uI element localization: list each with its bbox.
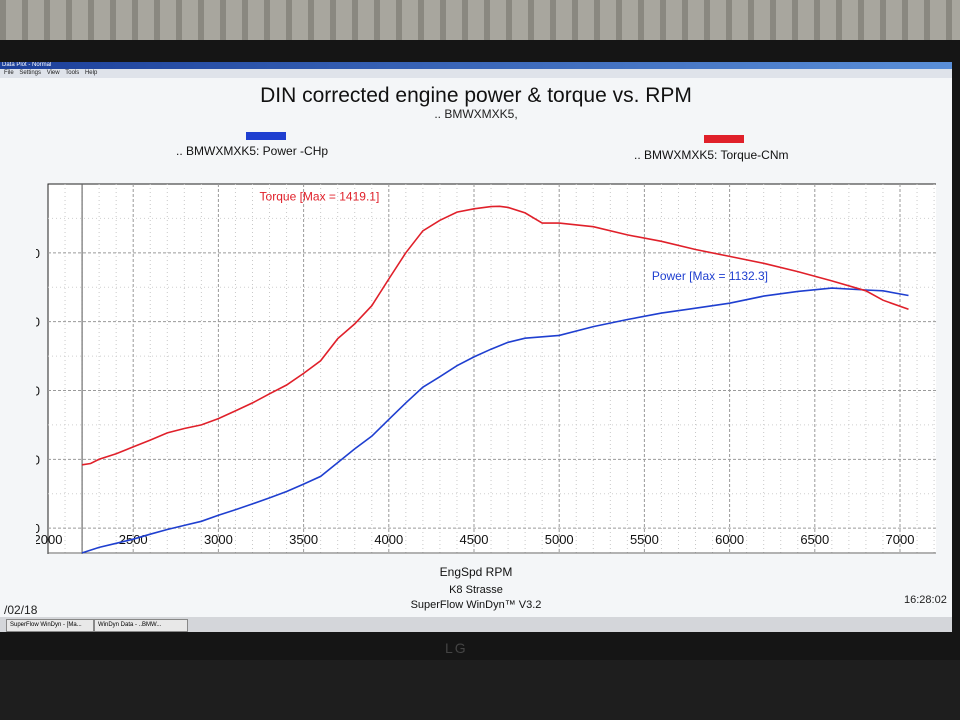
y-tick-label: 1250: [36, 246, 40, 261]
series-line-power: [81, 287, 909, 554]
chart-plot: 2000 2500 3000 3500 4000 4500 5000 5500 6000 6500…: [36, 183, 936, 554]
footer-location: K8 Strasse: [449, 584, 503, 596]
footer-date: /02/18: [4, 603, 38, 617]
x-tick-label: 4000: [374, 532, 403, 547]
chart-title: DIN corrected engine power & torque vs. …: [260, 84, 692, 107]
menu-bar: File Settings View Tools Help: [0, 69, 952, 78]
menu-settings[interactable]: Settings: [19, 70, 42, 76]
legend-label-power: .. BMWXMXK5: Power -CHp: [176, 144, 329, 158]
chart-subtitle: .. BMWXMXK5,: [434, 107, 518, 121]
y-tick-label: 500: [36, 452, 40, 467]
x-tick-label: 3000: [204, 532, 233, 547]
x-tick-label: 4500: [460, 532, 489, 547]
y-tick-label: 1000: [36, 315, 40, 330]
taskbar-item-data[interactable]: WinDyn Data - ..BMW...: [94, 619, 188, 632]
x-tick-label: 3500: [289, 532, 318, 547]
x-tick-label: 5000: [545, 532, 574, 547]
x-tick-label: 6500: [800, 532, 829, 547]
series-line-torque: [81, 205, 909, 466]
plot-area: [47, 183, 936, 554]
menu-help[interactable]: Help: [84, 70, 98, 76]
footer-time: 16:28:02: [904, 594, 947, 606]
x-tick-label: 5500: [630, 532, 659, 547]
footer-software: SuperFlow WinDyn™ V3.2: [410, 599, 542, 611]
screen: Data Plot - Normal File Settings View To…: [0, 62, 952, 632]
taskbar-item-windyn[interactable]: SuperFlow WinDyn - [Ma...: [6, 619, 94, 632]
y-tick-label: 250: [36, 521, 40, 536]
menu-view[interactable]: View: [46, 70, 60, 76]
legend-label-torque: .. BMWXMXK5: Torque-CNm: [634, 148, 789, 162]
legend-swatch-power: [246, 132, 286, 140]
monitor-logo: LG: [445, 640, 468, 656]
taskbar: SuperFlow WinDyn - [Ma... WinDyn Data - …: [0, 617, 952, 632]
annotation-power-max: Power [Max = 1132.3]: [652, 269, 768, 283]
desk-background: [0, 660, 960, 720]
annotation-torque-max: Torque [Max = 1419.1]: [260, 189, 380, 203]
y-tick-label: 750: [36, 384, 40, 399]
legend-swatch-torque: [704, 135, 744, 143]
x-tick-label: 7000: [886, 532, 915, 547]
x-axis-label: EngSpd RPM: [439, 565, 513, 579]
x-tick-label: 6000: [715, 532, 744, 547]
x-tick-label: 2000: [36, 532, 62, 547]
window-titlebar: Data Plot - Normal: [0, 62, 952, 69]
menu-file[interactable]: File: [4, 70, 14, 76]
menu-tools[interactable]: Tools: [65, 70, 80, 76]
